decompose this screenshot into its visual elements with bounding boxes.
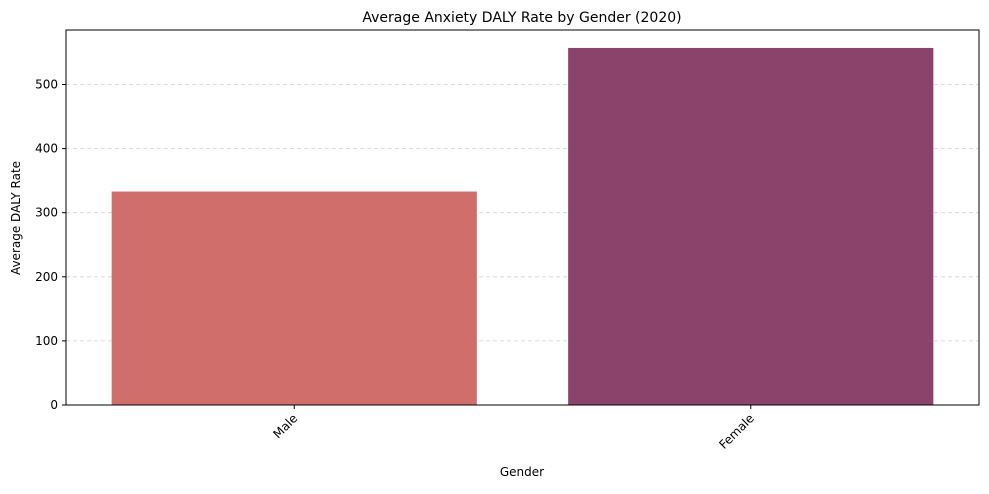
x-tick-label: Female: [716, 411, 757, 452]
x-axis-ticks: Male Female: [270, 405, 757, 452]
grid-lines: [66, 84, 979, 342]
y-tick-label: 100: [35, 334, 58, 348]
y-tick-label: 300: [35, 206, 58, 220]
x-tick-label: Male: [270, 411, 300, 441]
y-tick-label: 200: [35, 270, 58, 284]
y-tick-label: 500: [35, 77, 58, 91]
y-tick-label: 0: [50, 398, 58, 412]
bars: [111, 47, 934, 405]
plot-frame: [65, 29, 980, 406]
bar-female: [568, 47, 934, 405]
x-axis-label: Gender: [500, 465, 544, 479]
y-axis-ticks: 0 100 200 300 400 500: [35, 77, 66, 412]
y-axis-label: Average DALY Rate: [9, 161, 23, 275]
y-tick-label: 400: [35, 142, 58, 156]
bar-male: [111, 191, 477, 405]
chart-title: Average Anxiety DALY Rate by Gender (202…: [362, 10, 681, 26]
